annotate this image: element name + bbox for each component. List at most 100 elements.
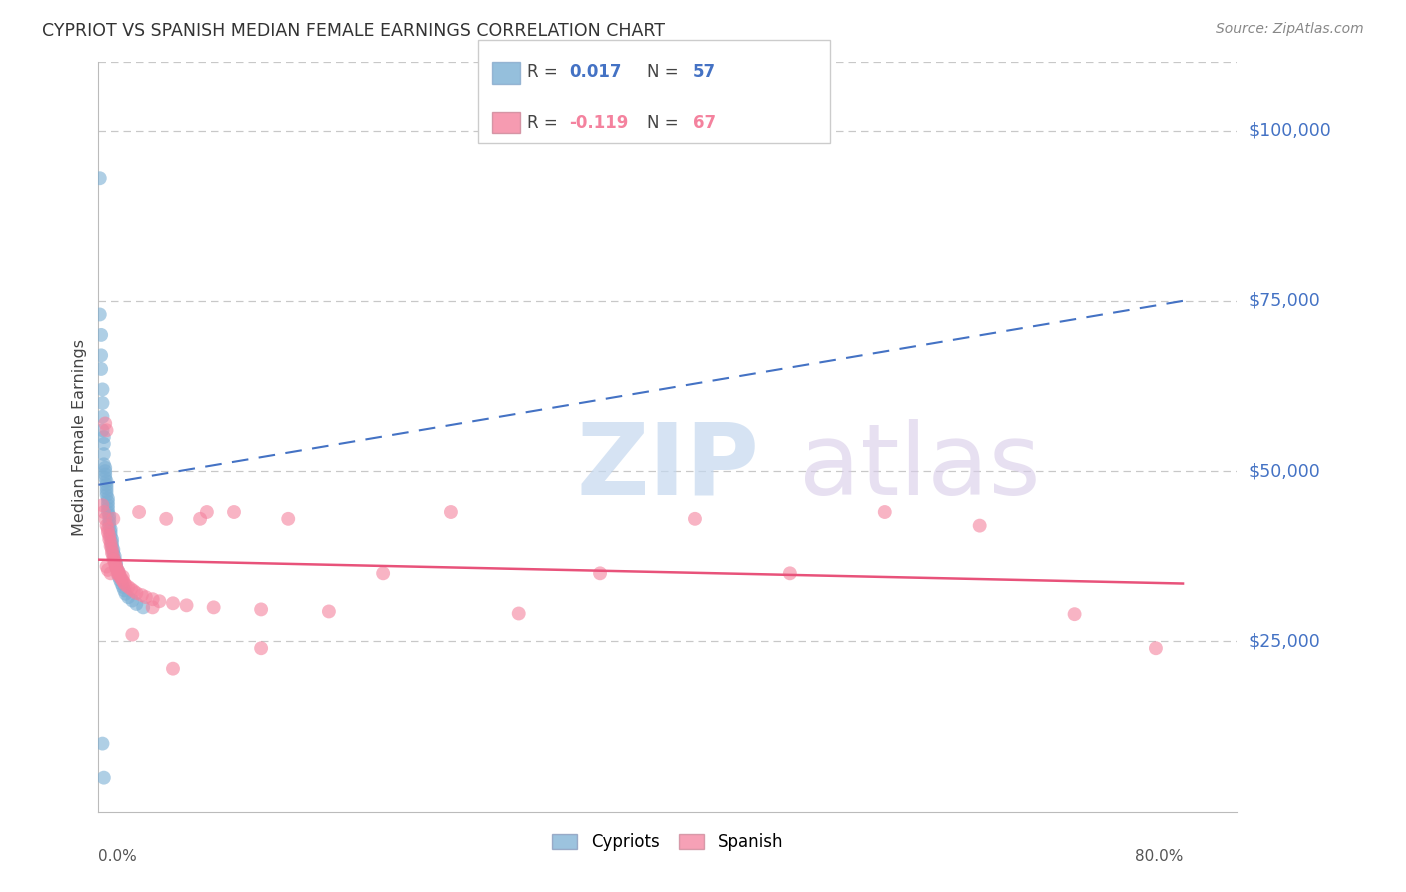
Text: 80.0%: 80.0% [1135, 849, 1182, 864]
Point [104, 556, 127, 570]
Point [683, 512, 706, 526]
Text: 67: 67 [693, 114, 716, 132]
Point [110, 572, 132, 586]
Point [779, 566, 801, 581]
Point [105, 556, 128, 570]
Point [103, 512, 125, 526]
Text: -0.119: -0.119 [569, 114, 628, 132]
Point [93, 430, 115, 444]
Point [97, 522, 120, 536]
Point [93, 505, 115, 519]
Point [111, 570, 134, 584]
Point [96, 481, 118, 495]
Point [117, 590, 139, 604]
Point [107, 566, 129, 581]
Point [89, 308, 111, 322]
Point [112, 583, 135, 598]
Point [97, 498, 120, 512]
Point [97, 525, 120, 540]
Point [277, 512, 299, 526]
Point [101, 535, 124, 549]
Point [96, 518, 118, 533]
Text: ZIP: ZIP [576, 418, 759, 516]
Point [1063, 607, 1085, 622]
Point [114, 578, 136, 592]
Point [91, 423, 114, 437]
Point [103, 542, 125, 557]
Point [104, 554, 127, 568]
Text: R =: R = [527, 63, 564, 81]
Point [121, 627, 143, 641]
Point [97, 563, 120, 577]
Point [188, 512, 211, 526]
Point [100, 539, 122, 553]
Point [94, 417, 117, 431]
Text: N =: N = [647, 63, 683, 81]
Point [94, 471, 117, 485]
Point [250, 602, 273, 616]
Point [105, 560, 128, 574]
Point [142, 600, 165, 615]
Text: 0.0%: 0.0% [98, 849, 138, 864]
Point [91, 737, 114, 751]
Point [98, 518, 121, 533]
Point [1144, 641, 1167, 656]
Point [96, 484, 118, 499]
Point [100, 566, 122, 581]
Point [100, 535, 122, 549]
Point [91, 383, 114, 397]
Point [107, 566, 129, 581]
Point [176, 599, 198, 613]
Point [90, 327, 112, 342]
Point [155, 512, 177, 526]
Point [94, 467, 117, 482]
Point [142, 592, 165, 607]
Point [93, 447, 115, 461]
Point [162, 662, 184, 676]
Point [873, 505, 896, 519]
Point [90, 348, 112, 362]
Point [128, 505, 150, 519]
Point [132, 600, 155, 615]
Point [108, 570, 131, 584]
Point [114, 587, 136, 601]
Point [103, 546, 125, 560]
Text: 57: 57 [693, 63, 716, 81]
Point [589, 566, 612, 581]
Point [93, 458, 115, 472]
Point [148, 594, 170, 608]
Point [125, 597, 148, 611]
Point [969, 518, 991, 533]
Point [135, 590, 157, 604]
Point [98, 512, 121, 526]
Text: $50,000: $50,000 [1249, 462, 1320, 480]
Text: $25,000: $25,000 [1249, 632, 1320, 650]
Point [96, 423, 118, 437]
Point [104, 549, 127, 564]
Point [98, 529, 121, 543]
Text: 0.017: 0.017 [569, 63, 621, 81]
Point [93, 771, 115, 785]
Point [97, 501, 120, 516]
Point [98, 533, 121, 547]
Point [318, 604, 340, 618]
Point [97, 491, 120, 506]
Point [103, 552, 125, 566]
Point [105, 558, 128, 573]
Point [440, 505, 463, 519]
Y-axis label: Median Female Earnings: Median Female Earnings [72, 339, 87, 535]
Point [107, 565, 129, 579]
Text: N =: N = [647, 114, 683, 132]
Point [508, 607, 530, 621]
Point [101, 542, 124, 557]
Point [110, 576, 132, 591]
Point [98, 508, 121, 523]
Point [94, 460, 117, 475]
Point [107, 563, 129, 577]
Point [100, 525, 122, 540]
Point [103, 549, 125, 564]
Point [202, 600, 225, 615]
Point [108, 573, 131, 587]
Point [91, 409, 114, 424]
Point [125, 586, 148, 600]
